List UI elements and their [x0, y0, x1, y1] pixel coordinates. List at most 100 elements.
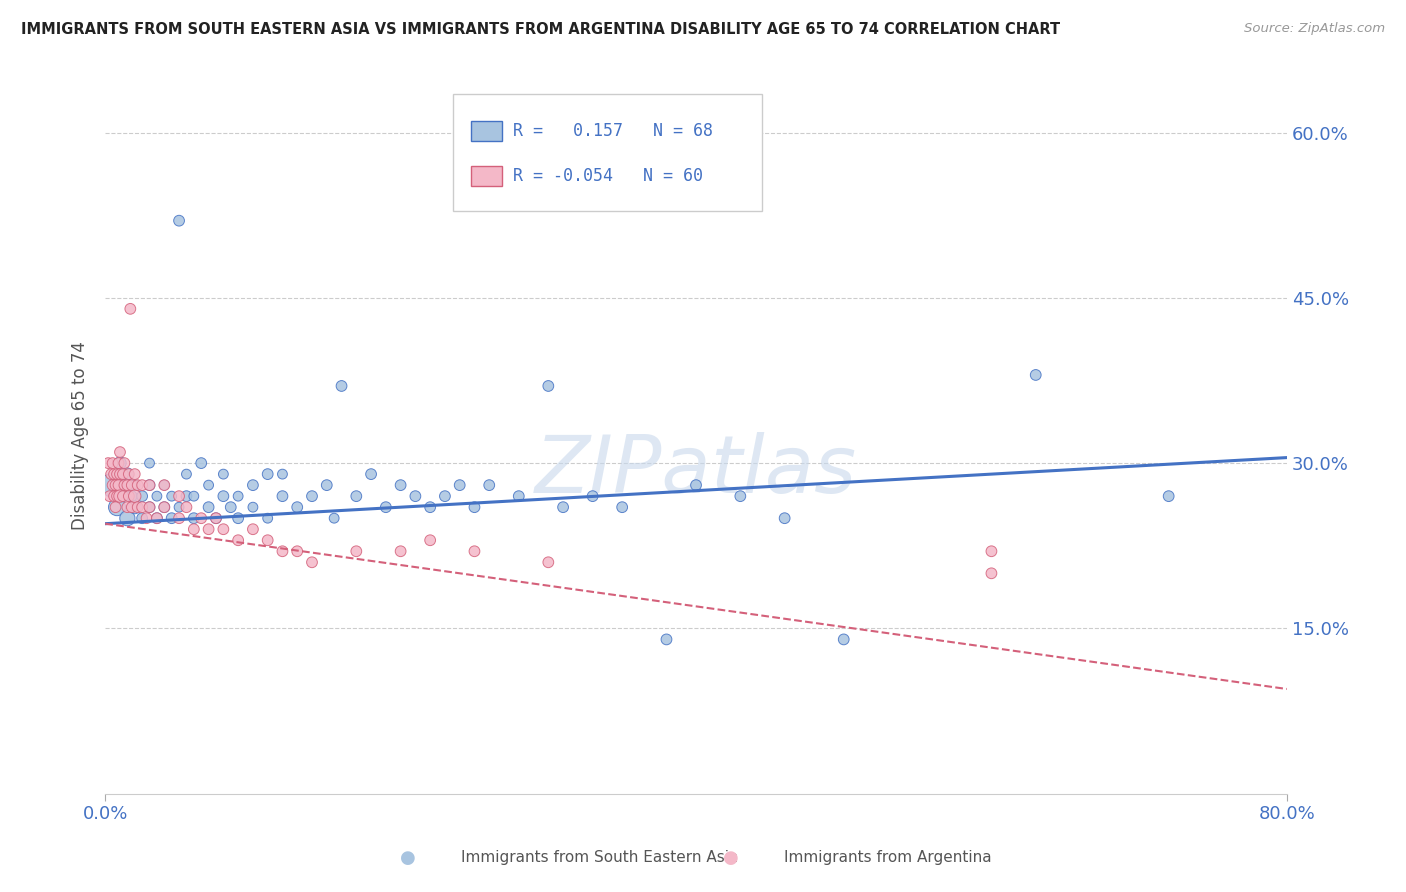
- Point: [138, 500, 160, 515]
- Point: [242, 500, 264, 515]
- Point: [153, 500, 176, 515]
- Point: [108, 445, 131, 459]
- Point: [685, 478, 707, 492]
- Point: [360, 467, 382, 482]
- Point: [478, 478, 501, 492]
- Point: [463, 544, 485, 558]
- Point: [197, 522, 219, 536]
- Point: [131, 511, 153, 525]
- Text: Immigrants from South Eastern Asia: Immigrants from South Eastern Asia: [461, 850, 738, 865]
- Text: ●: ●: [723, 848, 740, 867]
- Point: [183, 511, 205, 525]
- Point: [419, 500, 441, 515]
- Point: [127, 478, 149, 492]
- Point: [108, 489, 131, 503]
- Point: [301, 489, 323, 503]
- Point: [301, 555, 323, 569]
- Point: [105, 500, 128, 515]
- Point: [121, 489, 143, 503]
- Point: [730, 489, 752, 503]
- Point: [146, 511, 169, 525]
- Point: [153, 500, 176, 515]
- Point: [537, 379, 560, 393]
- Point: [344, 544, 367, 558]
- Point: [107, 456, 129, 470]
- Point: [100, 467, 122, 482]
- Point: [433, 489, 456, 503]
- Point: [135, 511, 157, 525]
- Point: [256, 511, 278, 525]
- Point: [117, 467, 139, 482]
- Point: [256, 533, 278, 548]
- Point: [124, 500, 146, 515]
- Point: [124, 478, 146, 492]
- Point: [389, 478, 412, 492]
- Point: [112, 478, 135, 492]
- Point: [167, 500, 190, 515]
- Point: [131, 478, 153, 492]
- Point: [389, 544, 412, 558]
- Point: [127, 500, 149, 515]
- Point: [219, 500, 242, 515]
- Point: [124, 489, 146, 503]
- Point: [131, 500, 153, 515]
- Point: [374, 500, 396, 515]
- Point: [271, 489, 294, 503]
- Point: [980, 566, 1002, 581]
- Point: [226, 489, 249, 503]
- Point: [183, 522, 205, 536]
- Point: [242, 478, 264, 492]
- Y-axis label: Disability Age 65 to 74: Disability Age 65 to 74: [72, 341, 89, 530]
- Point: [205, 511, 228, 525]
- Point: [176, 489, 198, 503]
- Point: [463, 500, 485, 515]
- Point: [118, 489, 141, 503]
- Point: [117, 511, 139, 525]
- Point: [212, 522, 235, 536]
- Point: [212, 489, 235, 503]
- Point: [108, 467, 131, 482]
- Point: [111, 467, 134, 482]
- Point: [449, 478, 471, 492]
- Point: [285, 544, 308, 558]
- Point: [107, 478, 129, 492]
- Point: [271, 467, 294, 482]
- Point: [111, 489, 134, 503]
- Point: [105, 467, 128, 482]
- Point: [537, 555, 560, 569]
- Point: [167, 489, 190, 503]
- Point: [105, 489, 128, 503]
- Point: [131, 489, 153, 503]
- Point: [160, 511, 183, 525]
- Point: [138, 500, 160, 515]
- Point: [146, 489, 169, 503]
- Point: [121, 478, 143, 492]
- Point: [226, 533, 249, 548]
- Point: [124, 467, 146, 482]
- Point: [404, 489, 426, 503]
- Point: [138, 478, 160, 492]
- Text: R = -0.054   N = 60: R = -0.054 N = 60: [513, 168, 703, 186]
- Point: [582, 489, 605, 503]
- Point: [117, 478, 139, 492]
- Point: [330, 379, 353, 393]
- Point: [103, 489, 125, 503]
- Point: [190, 511, 212, 525]
- Point: [167, 511, 190, 525]
- Point: [111, 489, 134, 503]
- Point: [419, 533, 441, 548]
- Point: [323, 511, 346, 525]
- Point: [138, 478, 160, 492]
- Point: [117, 500, 139, 515]
- Point: [153, 478, 176, 492]
- Point: [98, 489, 121, 503]
- Point: [551, 500, 574, 515]
- Point: [226, 511, 249, 525]
- Point: [256, 467, 278, 482]
- Point: [197, 478, 219, 492]
- Point: [176, 467, 198, 482]
- Point: [980, 544, 1002, 558]
- Text: ZIPatlas: ZIPatlas: [534, 433, 858, 510]
- Point: [508, 489, 530, 503]
- Point: [183, 489, 205, 503]
